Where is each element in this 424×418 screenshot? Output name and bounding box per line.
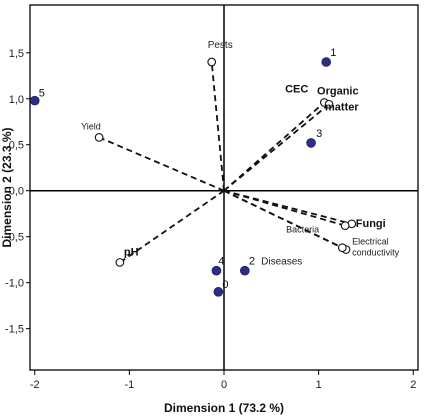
observation-marker xyxy=(29,95,40,106)
variable-label: Organic xyxy=(317,85,359,97)
variable-marker xyxy=(340,221,350,231)
variable-marker xyxy=(337,243,347,253)
y-axis-title: Dimension 2 (23.3 %) xyxy=(0,127,14,247)
y-tick-label: 1,0 xyxy=(9,94,24,106)
x-tick-label: 1 xyxy=(316,379,322,391)
y-tick-label: -0,5 xyxy=(5,232,24,244)
x-tick-label: -2 xyxy=(30,379,40,391)
loading-lines xyxy=(98,61,352,264)
variable-label: Yield xyxy=(81,121,101,131)
y-tick-label: 1,5 xyxy=(9,48,24,60)
points-layer xyxy=(29,57,357,297)
observation-marker xyxy=(306,138,316,148)
y-tick-label: 0,5 xyxy=(9,140,24,152)
variable-label: Diseases xyxy=(261,257,302,268)
observation-label: 4 xyxy=(218,256,224,268)
axes-layer: -2 -1 0 1 2 1,5 1,0 0,5 0,0 -0,5 -1,0 -1,5 Dimension… xyxy=(0,4,419,415)
observation-label: 2 xyxy=(249,256,255,268)
variable-label: CEC xyxy=(285,83,308,95)
loading-line xyxy=(223,103,330,192)
loading-line xyxy=(223,189,343,249)
variable-marker xyxy=(115,258,125,267)
observation-marker xyxy=(213,287,224,297)
x-tick-label: 2 xyxy=(410,379,416,391)
variable-label: Electrical xyxy=(352,237,389,247)
y-tick-label: 0,0 xyxy=(9,186,24,198)
variable-marker xyxy=(207,57,217,67)
variable-label: Pests xyxy=(208,40,233,51)
variable-label: Bacteria xyxy=(286,225,319,235)
observation-label: 0 xyxy=(222,279,228,291)
observation-label: 5 xyxy=(39,88,45,100)
observation-marker xyxy=(211,265,222,276)
observation-marker xyxy=(321,57,332,67)
y-tick-label: -1,0 xyxy=(5,278,24,290)
x-tick-label: -1 xyxy=(124,379,134,391)
y-tick-label: -1,5 xyxy=(5,324,24,336)
loading-line xyxy=(223,189,352,225)
loading-line xyxy=(98,136,225,192)
observation-label: 3 xyxy=(316,128,322,140)
variable-marker xyxy=(324,99,334,109)
observation-marker xyxy=(240,265,250,276)
loading-line xyxy=(210,61,225,191)
variable-label: Fungi xyxy=(356,218,386,230)
x-tick-label: 0 xyxy=(221,379,227,391)
variable-marker xyxy=(94,133,104,142)
observation-label: 1 xyxy=(330,47,336,59)
loading-line xyxy=(119,189,225,264)
labels-layer: 1 3 5 2 4 0 Pests CEC Organic matter Yield Fungi Bac… xyxy=(39,40,400,291)
variable-label: conductivity xyxy=(352,248,400,258)
loading-line xyxy=(223,189,346,227)
x-axis-title: Dimension 1 (73.2 %) xyxy=(164,401,284,415)
variable-label: pH xyxy=(124,246,139,258)
variable-label: matter xyxy=(325,101,359,113)
